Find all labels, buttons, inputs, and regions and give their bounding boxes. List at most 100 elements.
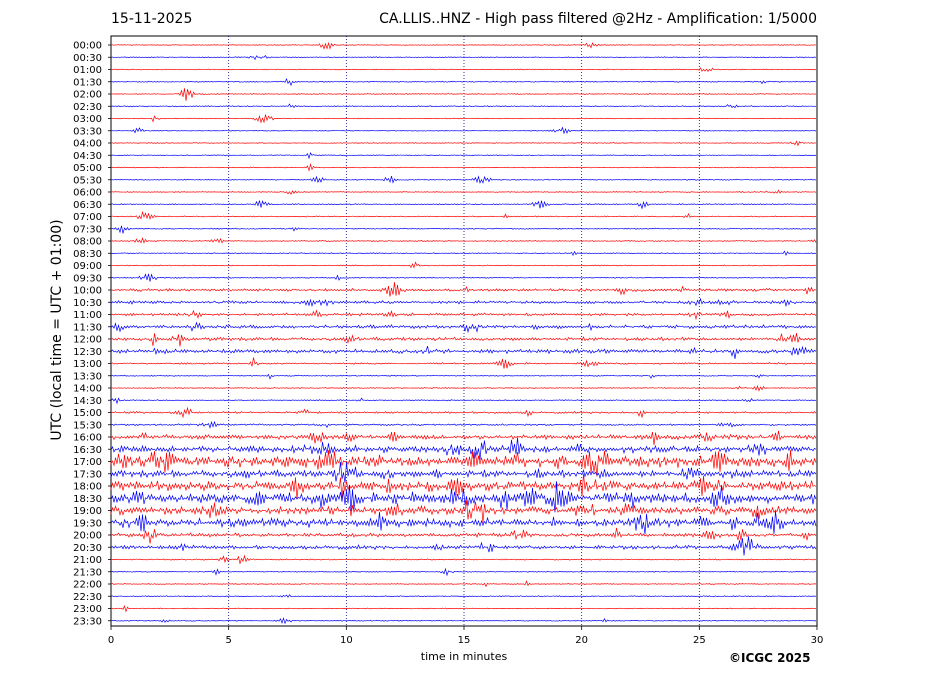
trace-row-1330	[110, 373, 817, 380]
y-tick-label: 17:30	[73, 469, 102, 480]
seismic-traces	[110, 41, 817, 625]
y-tick-label: 12:00	[73, 335, 102, 346]
trace-row-0200	[110, 88, 817, 101]
trace-row-1700	[110, 450, 817, 477]
trace-row-2330	[110, 617, 817, 625]
y-tick-label: 13:30	[73, 371, 102, 382]
y-tick-label: 18:30	[73, 494, 102, 505]
y-tick-label: 23:00	[73, 604, 102, 615]
x-axis-ticks: 0 5 10 15 20 25 30	[108, 626, 824, 646]
trace-row-1930	[110, 510, 817, 535]
trace-row-1300	[110, 357, 817, 369]
y-tick-label: 13:00	[73, 359, 102, 370]
y-tick-label: 03:00	[73, 114, 102, 125]
y-tick-label: 18:00	[73, 482, 102, 493]
y-tick-label: 21:30	[73, 567, 102, 578]
y-tick-label: 22:30	[73, 592, 102, 603]
y-tick-label: 15:30	[73, 420, 102, 431]
trace-row-2230	[110, 594, 817, 598]
y-tick-label: 12:30	[73, 347, 102, 358]
y-tick-label: 11:30	[73, 322, 102, 333]
y-axis-label: UTC (local time = UTC + 01:00)	[49, 219, 65, 441]
trace-row-0400	[110, 140, 817, 147]
y-tick-label: 09:30	[73, 273, 102, 284]
trace-row-1000	[110, 282, 817, 297]
y-tick-label: 06:00	[73, 188, 102, 199]
trace-row-0430	[110, 152, 817, 160]
vertical-gridlines	[228, 36, 700, 626]
trace-row-1130	[110, 321, 817, 334]
y-tick-label: 04:30	[73, 151, 102, 162]
trace-row-1900	[110, 500, 817, 524]
trace-row-1730	[110, 461, 817, 484]
y-tick-label: 05:30	[73, 175, 102, 186]
trace-row-1630	[110, 437, 817, 460]
y-tick-label: 19:00	[73, 506, 102, 517]
y-tick-label: 03:30	[73, 126, 102, 137]
y-tick-label: 00:00	[73, 41, 102, 52]
x-tick-label: 30	[811, 635, 824, 646]
y-tick-label: 02:00	[73, 90, 102, 101]
y-tick-label: 10:00	[73, 286, 102, 297]
trace-row-0030	[110, 55, 817, 61]
y-tick-label: 17:00	[73, 457, 102, 468]
y-tick-label: 05:00	[73, 163, 102, 174]
trace-row-0700	[110, 210, 817, 220]
trace-row-0500	[110, 163, 817, 172]
trace-row-0300	[110, 114, 817, 124]
trace-row-2300	[110, 604, 817, 613]
trace-row-0800	[110, 237, 817, 244]
copyright-label: ©ICGC 2025	[729, 651, 811, 665]
trace-row-2000	[110, 527, 817, 544]
y-tick-label: 07:30	[73, 224, 102, 235]
y-tick-label: 20:00	[73, 531, 102, 542]
y-tick-label: 15:00	[73, 408, 102, 419]
trace-row-1230	[110, 345, 817, 359]
y-tick-label: 00:30	[73, 53, 102, 64]
chart-title: CA.LLIS..HNZ - High pass filtered @2Hz -…	[379, 11, 817, 27]
y-tick-label: 09:00	[73, 261, 102, 272]
trace-row-1430	[110, 397, 817, 405]
y-tick-label: 08:30	[73, 249, 102, 260]
trace-row-0530	[110, 175, 817, 184]
trace-row-1830	[110, 481, 817, 513]
trace-row-1800	[110, 473, 817, 500]
trace-row-0000	[110, 41, 817, 50]
y-tick-label: 22:00	[73, 580, 102, 591]
y-tick-label: 14:00	[73, 384, 102, 395]
trace-row-0730	[110, 225, 817, 234]
trace-row-0230	[110, 103, 817, 109]
y-tick-label: 01:00	[73, 65, 102, 76]
trace-row-0630	[110, 200, 817, 210]
trace-row-0330	[110, 126, 817, 135]
chart-date: 15-11-2025	[111, 11, 193, 27]
y-tick-label: 01:30	[73, 77, 102, 88]
trace-row-1530	[110, 420, 817, 429]
trace-row-0100	[110, 67, 817, 72]
x-axis-label: time in minutes	[420, 650, 508, 663]
trace-row-1500	[110, 406, 817, 419]
trace-row-0900	[110, 261, 817, 269]
x-tick-label: 25	[693, 635, 706, 646]
y-tick-label: 21:00	[73, 555, 102, 566]
trace-row-2130	[110, 567, 817, 577]
y-tick-label: 10:30	[73, 298, 102, 309]
y-tick-label: 11:00	[73, 310, 102, 321]
y-tick-label: 16:00	[73, 433, 102, 444]
x-tick-label: 5	[225, 635, 231, 646]
y-tick-label: 19:30	[73, 518, 102, 529]
y-tick-label: 04:00	[73, 139, 102, 150]
x-tick-label: 20	[575, 635, 588, 646]
trace-row-1030	[110, 297, 817, 308]
trace-row-0130	[110, 77, 817, 87]
trace-row-0930	[110, 273, 817, 282]
y-tick-label: 14:30	[73, 396, 102, 407]
y-tick-label: 20:30	[73, 543, 102, 554]
y-tick-label: 23:30	[73, 616, 102, 627]
trace-row-2100	[110, 554, 817, 564]
y-tick-label: 06:30	[73, 200, 102, 211]
y-tick-label: 16:30	[73, 445, 102, 456]
trace-row-1400	[110, 385, 817, 392]
